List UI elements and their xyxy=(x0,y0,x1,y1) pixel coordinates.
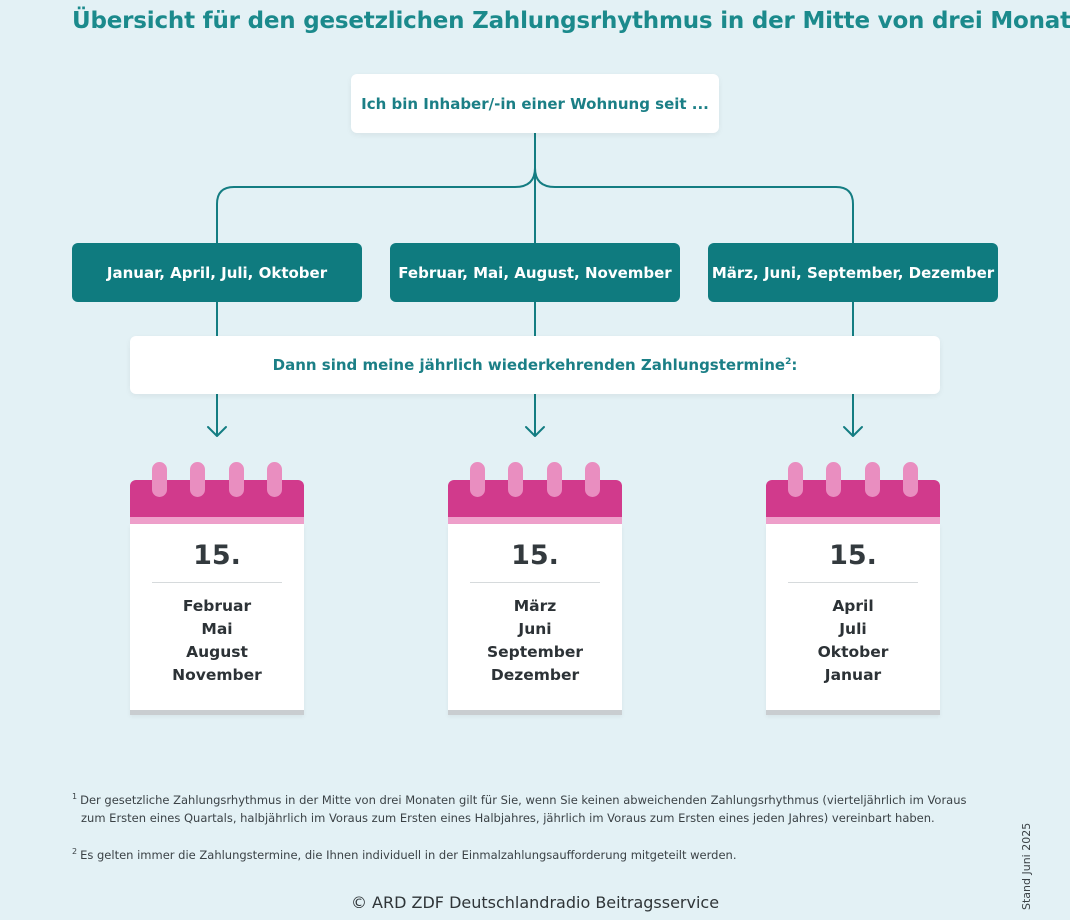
result-label: Dann sind meine jährlich wiederkehrenden… xyxy=(272,356,798,374)
footnote-1-marker: 1 xyxy=(72,792,78,801)
calendar-ring-icon xyxy=(508,462,523,497)
month-group-label-1: Januar, April, Juli, Oktober xyxy=(106,263,328,282)
calendar-ring-icon xyxy=(903,462,918,497)
calendar-2: 15. März Juni September Dezember xyxy=(448,462,622,716)
calendar-day: 15. xyxy=(511,540,559,571)
page-title: Übersicht für den gesetzlichen Zahlungsr… xyxy=(72,8,1070,34)
calendar-day: 15. xyxy=(829,540,877,571)
footnote-2-marker: 2 xyxy=(72,847,78,856)
calendar-day: 15. xyxy=(193,540,241,571)
connector-right xyxy=(534,167,854,244)
calendar-ring-icon xyxy=(585,462,600,497)
calendar-months: März Juni September Dezember xyxy=(448,595,622,687)
footnote-1-line-1: Der gesetzliche Zahlungsrhythmus in der … xyxy=(80,792,967,807)
calendar-body xyxy=(130,524,304,715)
connector-left xyxy=(216,167,536,244)
month-group-box-3: März, Juni, September, Dezember xyxy=(708,243,998,302)
calendar-month: Juni xyxy=(518,620,552,638)
calendar-month: Mai xyxy=(201,620,233,638)
calendar-months: Februar Mai August November xyxy=(130,595,304,687)
start-question-box: Ich bin Inhaber/-in einer Wohnung seit .… xyxy=(351,74,719,133)
calendar-body xyxy=(448,524,622,715)
calendar-divider xyxy=(152,582,282,583)
arrow-center xyxy=(525,393,545,437)
footnote-2: 2 Es gelten immer die Zahlungstermine, di… xyxy=(72,843,1002,864)
calendar-month: August xyxy=(186,643,248,661)
start-question-text: Ich bin Inhaber/-in einer Wohnung seit .… xyxy=(361,94,709,113)
month-group-box-2: Februar, Mai, August, November xyxy=(390,243,680,302)
calendar-ring-icon xyxy=(865,462,880,497)
calendar-ring-icon xyxy=(229,462,244,497)
calendar-ring-icon xyxy=(547,462,562,497)
calendar-header-stripe xyxy=(448,517,622,524)
calendar-ring-icon xyxy=(267,462,282,497)
month-group-box-1: Januar, April, Juli, Oktober xyxy=(72,243,362,302)
copyright: © ARD ZDF Deutschlandradio Beitragsservi… xyxy=(350,893,720,912)
month-group-label-3: März, Juni, September, Dezember xyxy=(711,263,995,282)
calendar-body xyxy=(766,524,940,715)
calendar-month: September xyxy=(486,643,584,661)
arrow-left xyxy=(207,393,227,437)
calendar-month: Dezember xyxy=(490,666,580,684)
calendar-month: Januar xyxy=(824,666,882,684)
arrow-right xyxy=(843,393,863,437)
calendar-months: April Juli Oktober Januar xyxy=(766,595,940,687)
calendar-month: April xyxy=(832,597,874,615)
result-box: Dann sind meine jährlich wiederkehrenden… xyxy=(130,336,940,394)
calendar-month: Februar xyxy=(182,597,252,615)
calendar-ring-icon xyxy=(788,462,803,497)
calendar-month: Oktober xyxy=(817,643,889,661)
calendar-month: November xyxy=(172,666,262,684)
stand-date: Stand Juni 2025 xyxy=(1020,822,1033,910)
calendar-month: März xyxy=(513,597,557,615)
calendar-ring-icon xyxy=(470,462,485,497)
calendar-3: 15. April Juli Oktober Januar xyxy=(766,462,940,716)
month-group-label-2: Februar, Mai, August, November xyxy=(398,263,672,282)
calendar-ring-icon xyxy=(826,462,841,497)
calendar-ring-icon xyxy=(190,462,205,497)
calendar-divider xyxy=(470,582,600,583)
footnote-2-text: Es gelten immer die Zahlungstermine, die… xyxy=(80,847,737,862)
calendar-header-stripe xyxy=(130,517,304,524)
footnote-1: 1 Der gesetzliche Zahlungsrhythmus in der… xyxy=(72,788,1002,827)
footnote-1-line-2: zum Ersten eines Quartals, halbjährlich … xyxy=(81,810,935,825)
calendar-header-stripe xyxy=(766,517,940,524)
calendar-1: 15. Februar Mai August November xyxy=(130,462,304,716)
calendar-month: Juli xyxy=(839,620,867,638)
calendar-divider xyxy=(788,582,918,583)
calendar-ring-icon xyxy=(152,462,167,497)
